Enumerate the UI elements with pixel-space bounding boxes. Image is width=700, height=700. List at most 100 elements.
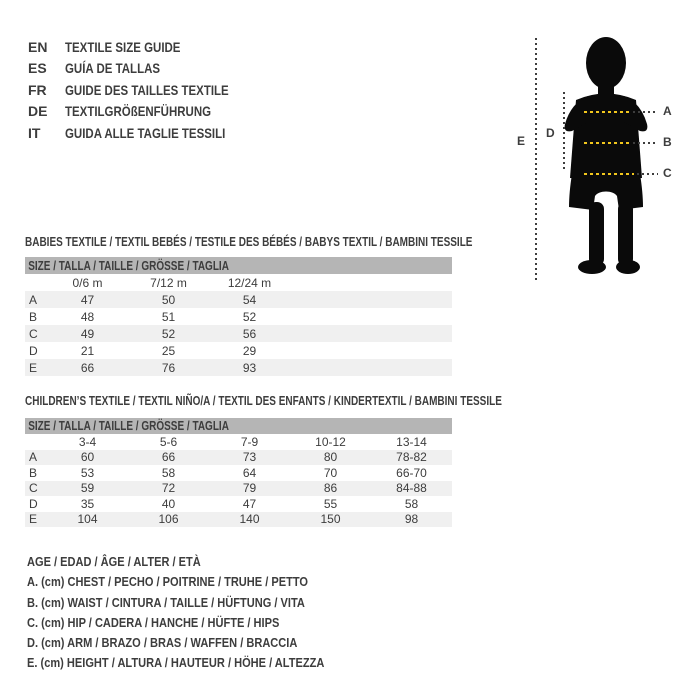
- size-header-bar: SIZE / TALLA / TAILLE / GRÖSSE / TAGLIA: [25, 418, 453, 434]
- size-value: 35: [80, 496, 95, 511]
- table-row: A 60 66 73 80 78-82: [25, 449, 453, 465]
- table-row: C 59 72 79 86 84-88: [25, 480, 453, 496]
- row-label: D: [29, 343, 38, 358]
- column-header-row: 3-4 5-6 7-9 10-12 13-14: [25, 434, 452, 450]
- row-label: E: [25, 359, 47, 376]
- table-row: E 104 106 140 150 98: [25, 511, 453, 527]
- size-value: 49: [47, 325, 128, 342]
- size-value: 76: [128, 359, 209, 376]
- size-value: 53: [80, 465, 95, 480]
- child-silhouette-icon: [564, 37, 648, 274]
- size-value: 104: [47, 511, 128, 527]
- language-title: GUÍA DE TALLAS: [65, 60, 161, 77]
- language-title-list: EN TEXTILE SIZE GUIDE ES GUÍA DE TALLAS …: [28, 36, 265, 144]
- size-value: 54: [209, 291, 290, 308]
- legend-line-height: E. (cm) HEIGHT / ALTURA / HAUTEUR / HÖHE…: [27, 655, 325, 671]
- size-value: 66-70: [396, 465, 427, 480]
- babies-size-table: SIZE / TALLA / TAILLE / GRÖSSE / TAGLIA …: [25, 257, 452, 376]
- size-value: 51: [161, 309, 176, 324]
- language-row: FR GUIDE DES TAILLES TEXTILE: [28, 79, 265, 101]
- size-value: 47: [47, 291, 128, 308]
- language-title: GUIDE DES TAILLES TEXTILE: [65, 81, 229, 98]
- column-header-row: 0/6 m 7/12 m 12/24 m: [25, 274, 452, 291]
- column-header: 10-12: [315, 434, 346, 449]
- size-value: 66: [128, 449, 209, 465]
- language-code: IT: [28, 124, 41, 141]
- measure-label-e: E: [517, 134, 526, 148]
- legend-line-arm: D. (cm) ARM / BRAZO / BRAS / WAFFEN / BR…: [27, 635, 298, 651]
- row-label: C: [25, 480, 47, 496]
- table-row: B 53 58 64 70 66-70: [25, 465, 452, 481]
- measurement-legend: AGE / EDAD / ÂGE / ALTER / ETÀ A. (cm) C…: [27, 552, 377, 674]
- size-value: 52: [242, 309, 257, 324]
- row-label: B: [29, 465, 38, 480]
- size-value: 78-82: [371, 449, 453, 465]
- measure-connector-a: [633, 111, 658, 113]
- table-row: C 49 52 56: [25, 325, 452, 342]
- language-row: IT GUIDA ALLE TAGLIE TESSILI: [28, 122, 265, 144]
- size-value: 66: [47, 359, 128, 376]
- size-value: 56: [209, 325, 290, 342]
- row-label: E: [25, 511, 47, 527]
- row-label: A: [25, 449, 47, 465]
- size-header-text: SIZE / TALLA / TAILLE / GRÖSSE / TAGLIA: [28, 419, 229, 433]
- measure-line-d: [563, 92, 565, 170]
- legend-line-hip: C. (cm) HIP / CADERA / HANCHE / HÜFTE / …: [27, 614, 280, 630]
- size-value: 25: [161, 343, 176, 358]
- size-value: 140: [209, 511, 290, 527]
- language-title: TEXTILGRÖßENFÜHRUNG: [65, 103, 212, 120]
- size-value: 84-88: [371, 480, 453, 496]
- size-value: 60: [47, 449, 128, 465]
- language-title: TEXTILE SIZE GUIDE: [65, 38, 181, 55]
- row-label: D: [29, 496, 38, 511]
- language-title: GUIDA ALLE TAGLIE TESSILI: [65, 124, 226, 141]
- table-row: A 47 50 54: [25, 291, 452, 308]
- row-label: B: [29, 309, 38, 324]
- column-header: 3-4: [78, 434, 97, 449]
- size-value: 52: [128, 325, 209, 342]
- table-row: B 48 51 52: [25, 308, 452, 325]
- babies-section-title: BABIES TEXTILE / TEXTIL BEBÉS / TESTILE …: [25, 235, 473, 249]
- table-row: E 66 76 93: [25, 359, 452, 376]
- legend-age-line: AGE / EDAD / ÂGE / ALTER / ETÀ: [27, 554, 201, 569]
- column-header: 0/6 m: [72, 275, 103, 290]
- size-value: 70: [323, 465, 338, 480]
- language-row: EN TEXTILE SIZE GUIDE: [28, 36, 265, 58]
- size-value: 86: [290, 480, 371, 496]
- size-value: 21: [80, 343, 95, 358]
- size-value: 47: [242, 496, 257, 511]
- size-value: 59: [47, 480, 128, 496]
- column-header: 7-9: [240, 434, 259, 449]
- measure-label-c: C: [663, 166, 672, 180]
- children-size-table: SIZE / TALLA / TAILLE / GRÖSSE / TAGLIA …: [25, 418, 453, 527]
- size-value: 58: [404, 496, 419, 511]
- language-code: FR: [28, 81, 47, 98]
- column-header: 13-14: [396, 434, 427, 449]
- legend-line-waist: B. (cm) WAIST / CINTURA / TAILLE / HÜFTU…: [27, 594, 305, 610]
- size-value: 64: [242, 465, 257, 480]
- size-value: 72: [128, 480, 209, 496]
- size-value: 55: [323, 496, 338, 511]
- size-value: 93: [209, 359, 290, 376]
- size-value: 48: [80, 309, 95, 324]
- table-row: D 35 40 47 55 58: [25, 496, 452, 512]
- size-value: 106: [128, 511, 209, 527]
- table-row: D 21 25 29: [25, 342, 452, 359]
- size-value: 29: [242, 343, 257, 358]
- legend-line-chest: A. (cm) CHEST / PECHO / POITRINE / TRUHE…: [27, 574, 308, 590]
- column-header: 5-6: [159, 434, 178, 449]
- size-value: 79: [209, 480, 290, 496]
- column-header: 7/12 m: [150, 275, 187, 290]
- size-value: 98: [371, 511, 453, 527]
- column-header: 12/24 m: [227, 275, 272, 290]
- measure-connector-b: [633, 142, 658, 144]
- size-value: 73: [209, 449, 290, 465]
- measure-connector-c: [637, 173, 658, 175]
- measure-line-c-hip: [584, 173, 634, 175]
- size-value: 58: [161, 465, 176, 480]
- measure-line-b-waist: [584, 142, 630, 144]
- row-label: A: [25, 291, 47, 308]
- language-code: ES: [28, 60, 47, 77]
- size-value: 50: [128, 291, 209, 308]
